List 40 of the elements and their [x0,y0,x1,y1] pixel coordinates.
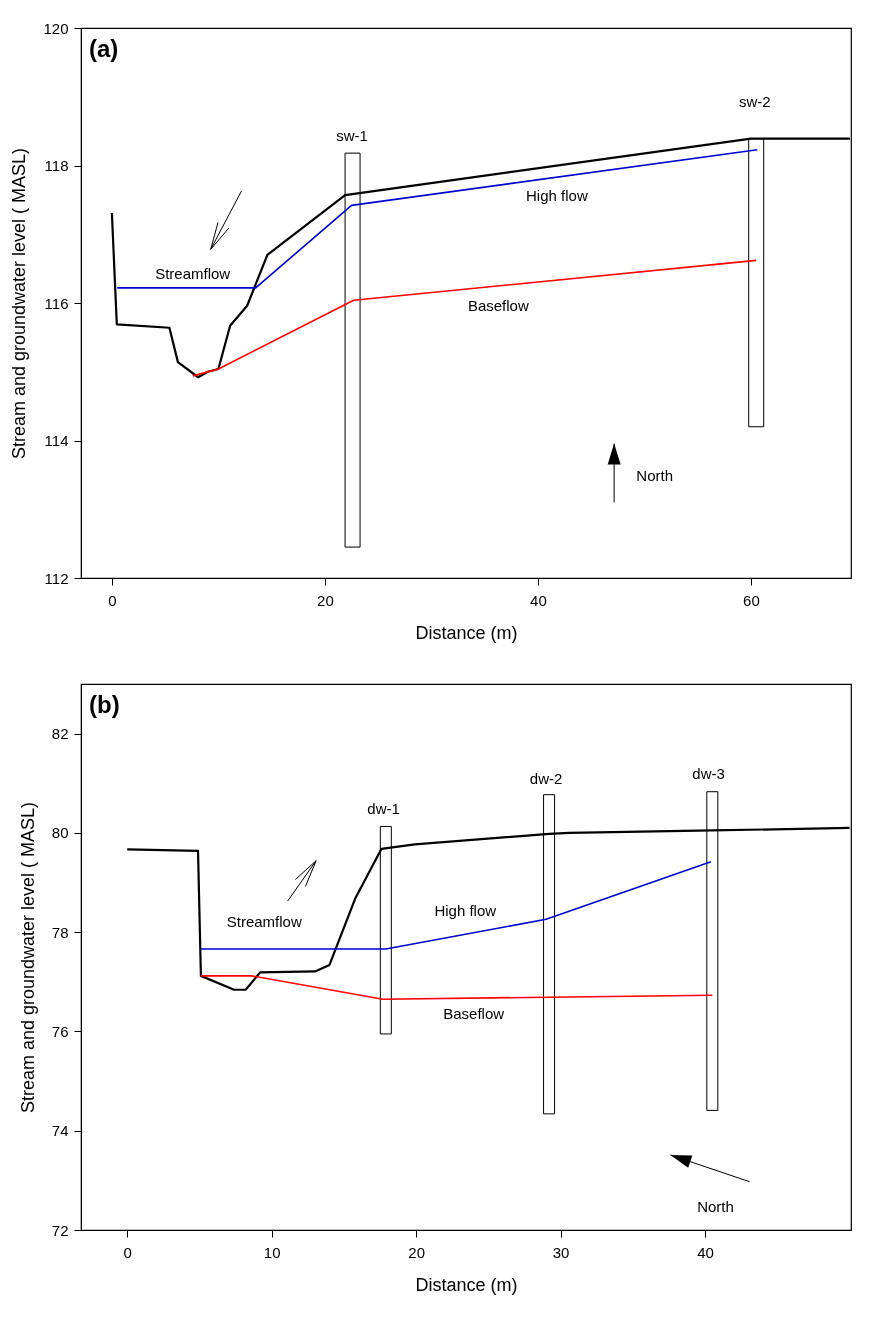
y-tick-label: 74 [51,1122,69,1140]
y-tick-label: 112 [44,569,69,587]
line-series [200,975,714,1000]
x-tick-label: 30 [552,1243,570,1261]
x-tick-label: 10 [263,1243,281,1261]
y-tick-label: 118 [44,157,69,174]
x-axis-title: Distance (m) [415,622,518,643]
x-tick-label: 40 [530,591,547,609]
y-tick-label: 120 [43,19,69,37]
y-tick-label: 114 [44,432,69,449]
x-tick-label: 0 [108,591,117,609]
y-tick-label: 76 [51,1022,69,1040]
y-tick-label: 80 [51,824,69,842]
annotation: High flow [434,901,497,919]
y-axis-title: Stream and groundwater level ( MASL) [17,801,38,1114]
annotation: Baseflow [443,1005,505,1023]
annotation: North [636,467,673,485]
annotation: dw-2 [529,770,563,787]
annotation: North [697,1198,734,1216]
chart-title: (b) [89,691,120,718]
x-axis-title: Distance (m) [415,1274,518,1295]
x-tick-label: 60 [743,591,760,609]
annotation: High flow [526,186,588,204]
annotation: Streamflow [155,265,231,283]
annotation: Streamflow [226,912,302,930]
annotation: Baseflow [467,296,529,314]
y-tick-label: 78 [51,923,69,941]
chart-title: (a) [89,35,119,62]
y-tick-label: 72 [51,1221,69,1239]
annotation: dw-3 [692,765,725,783]
annotation: sw-1 [336,126,368,144]
x-tick-label: 20 [317,591,334,609]
annotation: dw-1 [367,800,400,818]
y-axis-title: Stream and groundwater level ( MASL) [9,147,30,460]
y-tick-label: 116 [44,294,69,312]
x-tick-label: 40 [697,1243,714,1261]
annotation: sw-2 [738,93,771,111]
y-tick-label: 82 [51,725,69,743]
x-tick-label: 20 [408,1243,425,1261]
x-tick-label: 0 [123,1243,132,1261]
